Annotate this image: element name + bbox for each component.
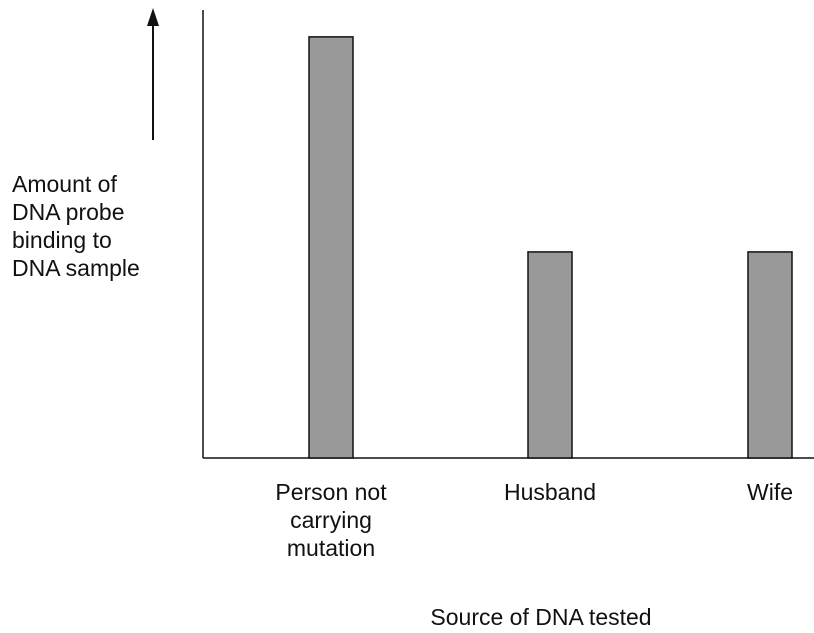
x-axis-label: Source of DNA tested <box>430 604 652 630</box>
bar <box>308 36 354 459</box>
y-axis-label: Amount of DNA probe binding to DNA sampl… <box>12 171 140 281</box>
x-tick-label: Husband <box>503 479 597 505</box>
arrow-head <box>147 8 159 26</box>
bar <box>747 251 793 459</box>
x-tick-label: Person not carrying mutation <box>275 479 387 561</box>
bar <box>527 251 573 459</box>
x-tick-label: Wife <box>747 479 793 505</box>
